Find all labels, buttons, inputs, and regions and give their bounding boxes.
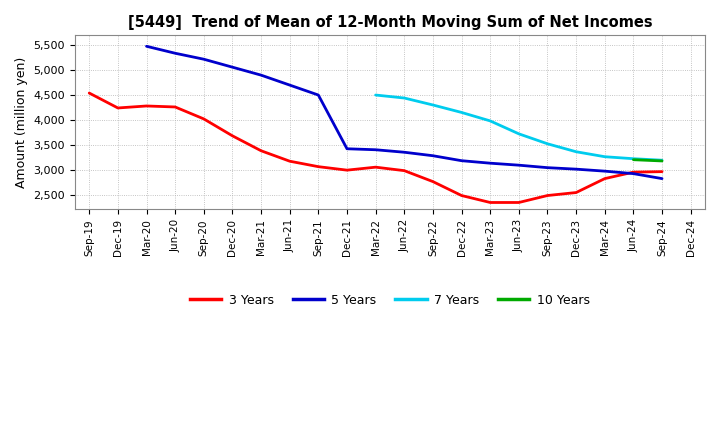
Legend: 3 Years, 5 Years, 7 Years, 10 Years: 3 Years, 5 Years, 7 Years, 10 Years bbox=[185, 289, 595, 312]
3 Years bbox=[486, 200, 495, 205]
3 Years bbox=[285, 158, 294, 164]
5 Years bbox=[600, 169, 609, 174]
5 Years bbox=[629, 171, 638, 176]
5 Years bbox=[657, 176, 666, 181]
3 Years bbox=[343, 168, 351, 173]
3 Years bbox=[457, 193, 466, 198]
7 Years bbox=[486, 118, 495, 124]
5 Years bbox=[285, 82, 294, 88]
3 Years bbox=[400, 168, 408, 173]
5 Years bbox=[400, 150, 408, 155]
3 Years bbox=[428, 179, 437, 184]
3 Years bbox=[85, 90, 94, 95]
10 Years bbox=[629, 157, 638, 162]
7 Years bbox=[657, 158, 666, 163]
3 Years bbox=[572, 190, 580, 195]
5 Years bbox=[428, 153, 437, 158]
Line: 10 Years: 10 Years bbox=[634, 160, 662, 161]
3 Years bbox=[629, 169, 638, 175]
5 Years bbox=[142, 44, 150, 49]
5 Years bbox=[572, 166, 580, 172]
5 Years bbox=[372, 147, 380, 152]
5 Years bbox=[257, 73, 266, 78]
Title: [5449]  Trend of Mean of 12-Month Moving Sum of Net Incomes: [5449] Trend of Mean of 12-Month Moving … bbox=[127, 15, 652, 30]
3 Years bbox=[199, 116, 208, 121]
5 Years bbox=[171, 51, 179, 56]
Line: 5 Years: 5 Years bbox=[146, 46, 662, 179]
Line: 3 Years: 3 Years bbox=[89, 93, 662, 202]
7 Years bbox=[400, 95, 408, 101]
5 Years bbox=[199, 57, 208, 62]
3 Years bbox=[600, 176, 609, 181]
5 Years bbox=[515, 162, 523, 168]
7 Years bbox=[629, 156, 638, 161]
7 Years bbox=[572, 149, 580, 154]
3 Years bbox=[171, 104, 179, 110]
5 Years bbox=[543, 165, 552, 170]
5 Years bbox=[314, 92, 323, 98]
3 Years bbox=[314, 164, 323, 169]
7 Years bbox=[600, 154, 609, 159]
Line: 7 Years: 7 Years bbox=[376, 95, 662, 160]
5 Years bbox=[486, 161, 495, 166]
3 Years bbox=[257, 148, 266, 154]
5 Years bbox=[457, 158, 466, 163]
5 Years bbox=[228, 65, 237, 70]
10 Years bbox=[657, 158, 666, 164]
3 Years bbox=[114, 105, 122, 110]
7 Years bbox=[515, 131, 523, 136]
7 Years bbox=[428, 103, 437, 108]
Y-axis label: Amount (million yen): Amount (million yen) bbox=[15, 57, 28, 188]
3 Years bbox=[515, 200, 523, 205]
3 Years bbox=[657, 169, 666, 174]
3 Years bbox=[372, 165, 380, 170]
7 Years bbox=[372, 92, 380, 98]
3 Years bbox=[228, 133, 237, 139]
5 Years bbox=[343, 146, 351, 151]
7 Years bbox=[457, 110, 466, 115]
3 Years bbox=[543, 193, 552, 198]
7 Years bbox=[543, 141, 552, 147]
3 Years bbox=[142, 103, 150, 109]
